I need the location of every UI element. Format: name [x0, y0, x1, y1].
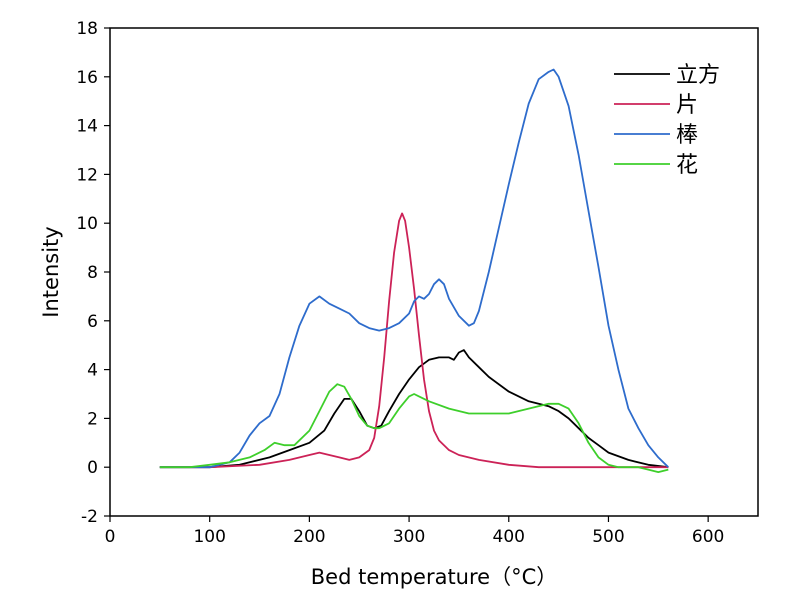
y-tick-label: 12: [76, 165, 98, 185]
legend-label-2: 片: [676, 93, 698, 118]
y-tick-label: 16: [76, 68, 98, 88]
legend-label-3: 棒: [676, 123, 698, 148]
x-tick-label: 0: [105, 527, 116, 547]
x-tick-label: 600: [692, 527, 724, 547]
series-line-4: [159, 383, 669, 474]
x-axis-title: Bed temperature（°C）: [311, 565, 558, 589]
plot-frame: [109, 27, 759, 517]
legend-label-4: 花: [676, 153, 698, 178]
y-tick-label: 4: [87, 361, 98, 381]
series-line-1: [159, 349, 669, 469]
y-tick-label: 6: [87, 312, 98, 332]
y-tick-label: 0: [87, 458, 98, 478]
y-axis-title: Intensity: [39, 226, 63, 317]
x-tick-label: 400: [493, 527, 525, 547]
y-tick-label: 14: [76, 117, 98, 137]
y-tick-label: -2: [81, 507, 98, 527]
axis-ticks: 0 100 200 300 400 500 600 -2 0 2 4 6 8 10 12 14 16 18: [76, 19, 724, 547]
series-line-3: [159, 68, 669, 469]
x-tick-label: 500: [592, 527, 624, 547]
series-lines: [159, 68, 669, 474]
series-line-2: [159, 212, 669, 469]
x-tick-label: 200: [293, 527, 325, 547]
x-tick-label: 300: [393, 527, 425, 547]
y-tick-label: 8: [87, 263, 98, 283]
legend-label-1: 立方: [676, 63, 720, 88]
x-tick-label: 100: [193, 527, 225, 547]
y-tick-label: 10: [76, 214, 98, 234]
y-tick-label: 2: [87, 409, 98, 429]
y-tick-label: 18: [76, 19, 98, 39]
